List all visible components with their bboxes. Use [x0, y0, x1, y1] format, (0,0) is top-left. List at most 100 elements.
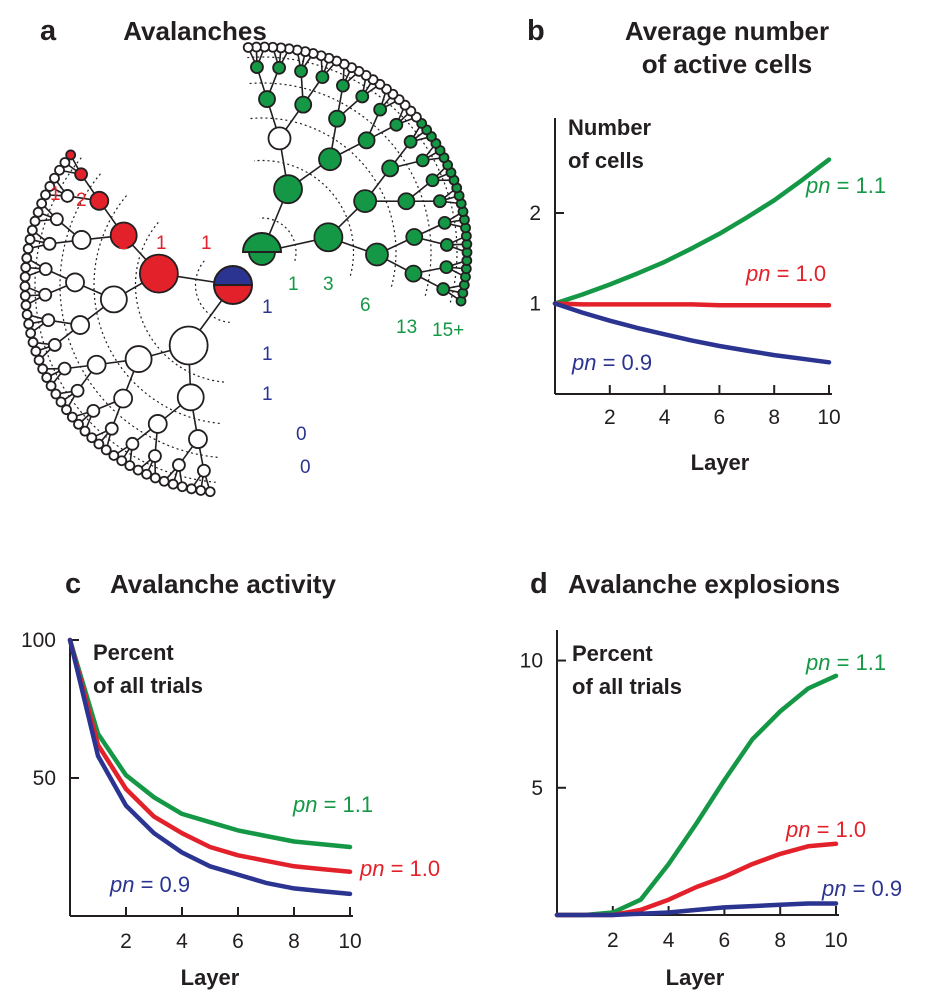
series-label-value: = 1.0 — [770, 261, 826, 286]
red-count-layer-2: 1 — [156, 233, 167, 254]
inactive-cell-node — [41, 313, 56, 328]
y-tick-label: 1 — [529, 293, 541, 316]
inactive-cell-node — [73, 418, 84, 430]
tree-layer-arc — [247, 82, 432, 296]
inactive-cell-node — [113, 388, 134, 409]
inactive-cell-node — [22, 243, 34, 255]
inactive-cell-node — [19, 290, 31, 302]
tree-layer-arc — [34, 157, 216, 483]
x-tick-label: 6 — [719, 929, 731, 952]
x-tick-label: 8 — [288, 930, 300, 953]
red-tree-origin — [212, 284, 254, 305]
inactive-cell-node — [20, 299, 32, 311]
panel-c-title: Avalanche activity — [110, 569, 336, 599]
inactive-cell-node — [37, 363, 49, 375]
active-cell-node — [405, 228, 424, 246]
inactive-cell-node — [71, 230, 92, 250]
active-cell-node — [273, 174, 303, 205]
inactive-cell-node — [47, 338, 62, 352]
inactive-cell-node — [196, 463, 211, 478]
tree-layer-arc — [253, 159, 355, 276]
active-cell-node — [315, 70, 330, 85]
active-cell-node — [258, 90, 276, 108]
x-tick-label: 2 — [604, 406, 616, 429]
active-cell-node — [65, 149, 77, 161]
active-cell-node — [355, 89, 370, 104]
inactive-cell-node — [267, 126, 292, 151]
inactive-cell-node — [50, 388, 62, 400]
inactive-cell-node — [132, 464, 144, 476]
active-cell-node — [294, 64, 308, 79]
inactive-cell-node — [172, 458, 186, 472]
inactive-cell-node — [158, 475, 170, 487]
inactive-cell-node — [148, 449, 162, 463]
x-tick-label: 6 — [232, 930, 244, 953]
series-line-pn-1-0 — [67, 637, 353, 875]
inactive-cell-node — [29, 215, 41, 227]
panel-c-letter: c — [65, 568, 81, 600]
inactive-cell-node — [27, 336, 39, 348]
series-line-pn-0-9 — [67, 637, 353, 897]
series-label: pn = 0.9 — [109, 872, 190, 897]
inactive-cell-node — [66, 411, 78, 423]
panel-c: c Avalanche activity 2 4 6 8 10 50 100 Layer Per… — [21, 568, 440, 990]
active-cell-node — [403, 134, 418, 149]
tree-layer-arc — [93, 195, 221, 425]
inactive-cell-node — [21, 252, 33, 264]
y-tick-label: 2 — [529, 202, 541, 225]
blue-count-layer-2: 1 — [262, 344, 273, 365]
inactive-cell-node — [99, 285, 128, 314]
inactive-cell-node — [70, 383, 85, 398]
inactive-cell-node — [59, 157, 71, 168]
active-cell-node — [415, 153, 430, 168]
series-label-value: = 0.9 — [134, 872, 190, 897]
series-label: pn = 1.0 — [359, 856, 440, 881]
x-tick-label: 10 — [817, 406, 840, 429]
active-cell-node — [353, 189, 378, 214]
x-tick-label: 10 — [824, 929, 847, 952]
inactive-cell-node — [86, 432, 98, 444]
y-axis-title-line1: Number — [568, 115, 652, 140]
blue-count-layer-4: 0 — [296, 424, 307, 445]
inactive-cell-node — [79, 425, 91, 437]
inactive-cell-node — [124, 345, 153, 373]
y-tick-label: 5 — [531, 777, 543, 800]
active-cell-node — [138, 253, 179, 294]
series-label: pn = 1.0 — [745, 261, 826, 286]
active-cell-node — [439, 238, 454, 252]
x-tick-label: 2 — [120, 930, 132, 953]
series-label: pn = 1.1 — [292, 792, 373, 817]
inactive-cell-node — [108, 450, 120, 461]
active-cell-node — [439, 260, 454, 275]
blue-count-layer-1: 1 — [262, 297, 273, 318]
green-count-layer-1: 1 — [288, 274, 299, 295]
series-label-symbol: pn — [805, 650, 830, 675]
inactive-cell-node — [60, 189, 75, 203]
blue-count-layer-3: 1 — [262, 384, 273, 405]
red-count-layer-5: 1 — [50, 184, 61, 205]
active-cell-node — [436, 282, 451, 296]
series-label-value: = 0.9 — [596, 350, 652, 375]
red-count-layer-1: 1 — [201, 233, 212, 254]
x-tick-label: 4 — [663, 929, 675, 952]
inactive-cell-node — [176, 481, 188, 493]
series-label-symbol: pn — [359, 856, 384, 881]
inactive-cell-node — [70, 315, 91, 335]
active-cell-node — [389, 117, 404, 132]
active-cell-node — [74, 167, 88, 182]
blue-count-layer-5: 0 — [300, 457, 311, 478]
inactive-cell-node — [49, 212, 64, 227]
series-label: pn = 1.1 — [805, 173, 886, 198]
x-tick-label: 4 — [176, 930, 188, 953]
series-line-pn-0-9 — [552, 301, 832, 365]
blue-tree-origin — [212, 265, 254, 286]
tree-layer-arc — [134, 221, 225, 383]
inactive-cell-node — [41, 372, 53, 383]
green-count-layer-4: 13 — [396, 317, 417, 338]
series-label: pn = 1.1 — [805, 650, 886, 675]
panel-d-title: Avalanche explosions — [568, 569, 840, 599]
series-label-value: = 1.0 — [810, 817, 866, 842]
inactive-cell-node — [40, 189, 51, 201]
series-label-value: = 1.1 — [317, 792, 373, 817]
